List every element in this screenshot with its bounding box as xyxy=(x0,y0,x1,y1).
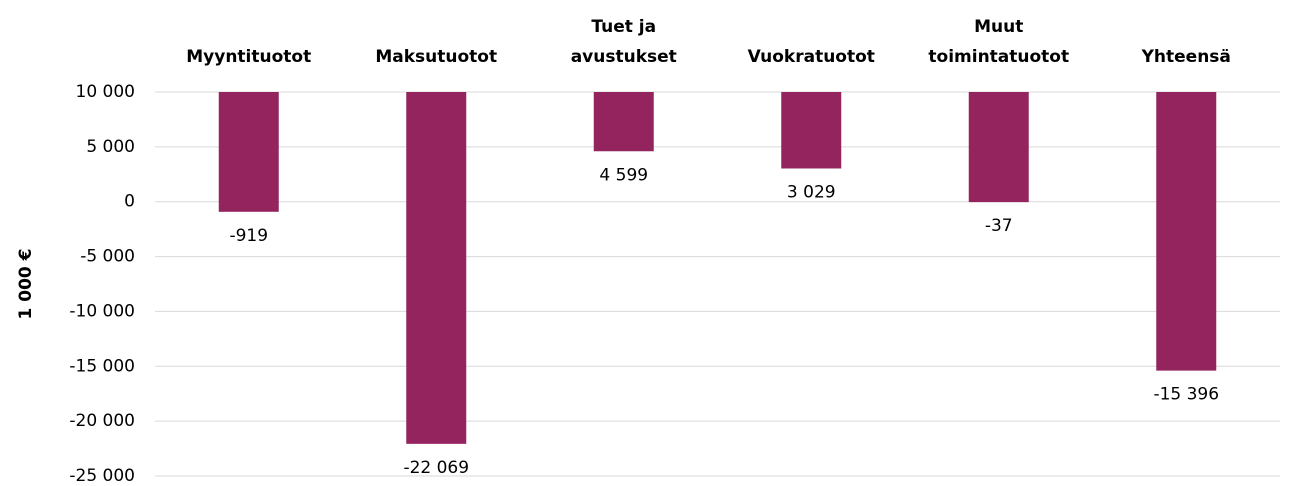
y-tick-label: -15 000 xyxy=(69,356,135,376)
y-tick-label: 5 000 xyxy=(86,137,135,157)
y-tick-label: 10 000 xyxy=(76,82,135,102)
data-label: -37 xyxy=(985,216,1013,236)
data-label: 4 599 xyxy=(599,165,648,185)
y-tick-label: -5 000 xyxy=(80,247,135,267)
bar xyxy=(218,92,279,212)
y-tick-label: -10 000 xyxy=(69,301,135,321)
x-tick-label: Muut toimintatuotot xyxy=(928,17,1070,67)
bar xyxy=(593,92,654,152)
data-label: 3 029 xyxy=(787,182,836,202)
y-axis-label: 1 000 € xyxy=(16,249,36,320)
x-tick-label: Myyntituotot xyxy=(186,47,312,67)
bar xyxy=(406,92,467,444)
bar xyxy=(1156,92,1217,371)
data-label: -919 xyxy=(229,226,268,246)
data-label: -22 069 xyxy=(403,458,469,478)
data-label: -15 396 xyxy=(1153,385,1219,405)
x-tick-label: Yhteensä xyxy=(1141,47,1231,67)
y-tick-label: -25 000 xyxy=(69,466,135,486)
x-tick-label: Tuet ja avustukset xyxy=(570,17,677,67)
bar xyxy=(968,92,1029,203)
bar xyxy=(781,92,842,169)
x-tick-label: Maksutuotot xyxy=(375,47,498,67)
x-tick-label: Vuokratuotot xyxy=(747,47,875,67)
y-tick-label: -20 000 xyxy=(69,411,135,431)
y-tick-label: 0 xyxy=(124,192,135,212)
